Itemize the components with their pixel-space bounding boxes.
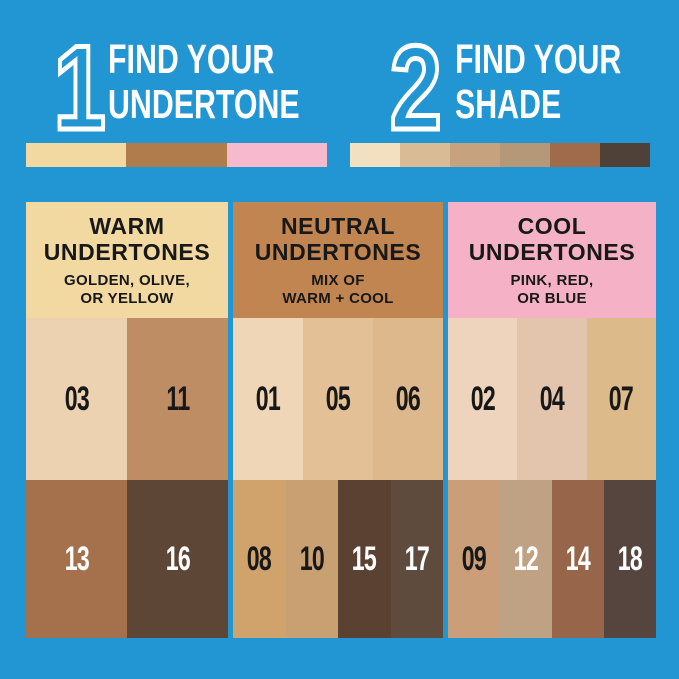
step-1-title-line-1: FIND YOUR	[108, 36, 275, 82]
neutral-title: NEUTRAL UNDERTONES	[255, 213, 422, 265]
color-bar-segment	[226, 143, 327, 167]
color-bar-segment	[500, 143, 550, 167]
shade-number: 10	[299, 539, 325, 578]
shade-swatch-03: 03	[26, 318, 127, 480]
shade-swatch-09: 09	[448, 480, 500, 638]
shade-number: 01	[255, 379, 281, 418]
undertone-color-bar	[26, 143, 327, 167]
shade-number: 17	[404, 539, 430, 578]
shade-number: 04	[539, 379, 565, 418]
warm-title-line-1: WARM	[89, 212, 165, 239]
shade-number: 02	[470, 379, 495, 418]
shade-number: 06	[395, 379, 421, 418]
color-bar-segment	[400, 143, 450, 167]
cool-title: COOL UNDERTONES	[469, 213, 636, 265]
shade-number: 11	[165, 379, 190, 418]
shade-color-bar	[350, 143, 650, 167]
step-1-title: FIND YOUR UNDERTONE	[108, 37, 300, 127]
neutral-light-shade-row: 01 05 06	[233, 318, 443, 480]
warm-title-line-2: UNDERTONES	[43, 238, 211, 265]
shade-number: 03	[64, 379, 89, 418]
shade-swatch-16: 16	[127, 480, 228, 638]
shade-swatch-07: 07	[586, 318, 656, 480]
step-2-outline-number: 2	[388, 30, 444, 138]
step-1-title-line-2: UNDERTONE	[108, 81, 300, 127]
shade-swatch-06: 06	[373, 318, 443, 480]
cool-subtitle-line-2: OR BLUE	[517, 289, 587, 307]
color-bar-segment	[350, 143, 400, 167]
shade-number: 05	[325, 379, 351, 418]
step-2-number: 2	[390, 30, 442, 138]
neutral-subtitle-line-1: MIX OF	[311, 271, 365, 289]
step-2-title-line-1: FIND YOUR	[455, 36, 622, 82]
shade-number: 07	[609, 379, 634, 418]
undertone-column-warm: WARM UNDERTONES GOLDEN, OLIVE, OR YELLOW…	[26, 202, 228, 638]
shade-swatch-01: 01	[233, 318, 303, 480]
color-bar-segment	[126, 143, 227, 167]
cool-subtitle: PINK, RED, OR BLUE	[510, 272, 593, 308]
step-1-number: 1	[54, 30, 106, 138]
neutral-subtitle: MIX OF WARM + COOL	[282, 272, 393, 308]
shade-swatch-12: 12	[500, 480, 552, 638]
warm-subtitle-line-1: GOLDEN, OLIVE,	[64, 271, 190, 289]
shade-number: 12	[513, 539, 539, 578]
shade-swatch-05: 05	[303, 318, 373, 480]
neutral-dark-shade-row: 08 10 15 17	[233, 480, 443, 638]
shade-number: 08	[247, 539, 272, 578]
shade-number: 09	[461, 539, 487, 578]
cool-subtitle-line-1: PINK, RED,	[510, 271, 594, 289]
color-bar-segment	[550, 143, 600, 167]
shade-number: 13	[64, 539, 89, 578]
shade-swatch-13: 13	[26, 480, 127, 638]
shade-swatch-11: 11	[127, 318, 228, 480]
shade-number: 15	[352, 539, 377, 578]
neutral-header: NEUTRAL UNDERTONES MIX OF WARM + COOL	[233, 202, 443, 318]
neutral-subtitle-line-2: WARM + COOL	[282, 289, 394, 307]
shade-swatch-17: 17	[390, 480, 443, 638]
step-2-title-line-2: SHADE	[455, 81, 562, 127]
shade-swatch-08: 08	[233, 480, 286, 638]
cool-title-line-2: UNDERTONES	[468, 238, 636, 265]
shade-number: 18	[617, 539, 643, 578]
neutral-title-line-2: UNDERTONES	[254, 238, 422, 265]
warm-subtitle: GOLDEN, OLIVE, OR YELLOW	[64, 272, 190, 308]
undertone-columns: WARM UNDERTONES GOLDEN, OLIVE, OR YELLOW…	[26, 202, 656, 638]
warm-header: WARM UNDERTONES GOLDEN, OLIVE, OR YELLOW	[26, 202, 228, 318]
shade-number: 16	[165, 539, 190, 578]
cool-light-shade-row: 02 04 07	[448, 318, 656, 480]
step-2-title: FIND YOUR SHADE	[455, 37, 621, 127]
color-bar-segment	[450, 143, 500, 167]
shade-swatch-10: 10	[285, 480, 338, 638]
warm-subtitle-line-2: OR YELLOW	[80, 289, 174, 307]
cool-title-line-1: COOL	[517, 212, 587, 239]
warm-title: WARM UNDERTONES	[44, 213, 211, 265]
shade-swatch-15: 15	[338, 480, 391, 638]
color-bar-segment	[26, 143, 127, 167]
shade-number: 14	[565, 539, 591, 578]
color-bar-segment	[600, 143, 650, 167]
shade-swatch-18: 18	[604, 480, 656, 638]
shade-swatch-04: 04	[517, 318, 587, 480]
neutral-title-line-1: NEUTRAL	[280, 212, 396, 239]
warm-dark-shade-row: 13 16	[26, 480, 228, 638]
shade-swatch-14: 14	[552, 480, 604, 638]
undertone-column-neutral: NEUTRAL UNDERTONES MIX OF WARM + COOL 01…	[233, 202, 443, 638]
warm-light-shade-row: 03 11	[26, 318, 228, 480]
cool-dark-shade-row: 09 12 14 18	[448, 480, 656, 638]
step-1-outline-number: 1	[51, 30, 107, 138]
undertone-column-cool: COOL UNDERTONES PINK, RED, OR BLUE 02 04 0…	[448, 202, 656, 638]
cool-header: COOL UNDERTONES PINK, RED, OR BLUE	[448, 202, 656, 318]
shade-swatch-02: 02	[448, 318, 518, 480]
